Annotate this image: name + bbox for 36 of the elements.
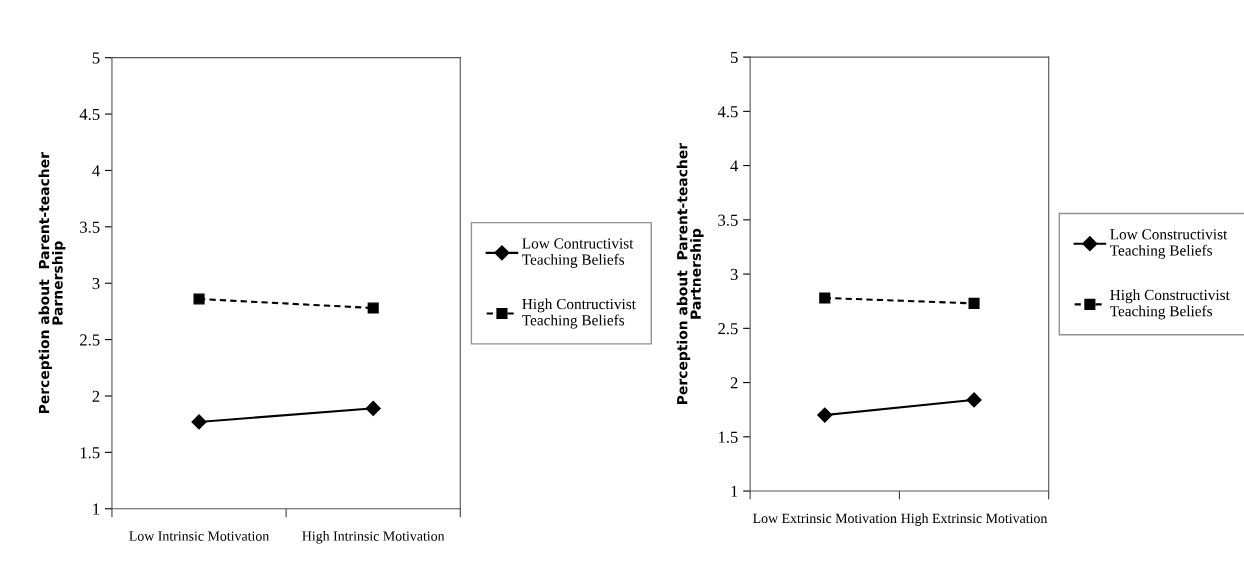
y-tick-label: 1: [731, 485, 738, 497]
point: [365, 400, 381, 416]
legend-label: High Constructivist Teaching Beliefs: [1110, 289, 1230, 320]
legend-label: Low Constructivist Teaching Beliefs: [1110, 229, 1228, 259]
point: [817, 407, 833, 423]
y-tick-label: 3.5: [718, 214, 738, 226]
point: [819, 292, 831, 304]
x-tick-label: Low Extrinsic Motivation: [753, 513, 897, 524]
y-tick-label: 2: [730, 377, 738, 389]
y-tick-label: 4: [92, 165, 100, 177]
x-tick-label: High Intrinsic Motivation: [302, 530, 445, 544]
x-tick-label: Low Intrinsic Motivation: [129, 531, 270, 541]
legend-label: Low Contructivist Teaching Beliefs: [522, 238, 634, 268]
y-tick-label: 1.5: [80, 447, 100, 459]
y-tick-label: 4.5: [79, 108, 100, 121]
y-tick-label: 3.5: [80, 221, 100, 233]
point: [367, 302, 379, 314]
y-tick-label: 3: [92, 277, 100, 290]
y-tick-label: 4: [730, 160, 739, 172]
y-tick-label: 5: [730, 51, 738, 64]
y-tick-label: 3: [730, 268, 738, 281]
y-tick-label: 1: [93, 503, 100, 515]
y-tick-label: 2.5: [80, 334, 100, 346]
point: [966, 392, 982, 408]
y-tick-label: 2.5: [718, 323, 738, 335]
legend-label: High Contructivist Teaching Beliefs: [522, 298, 636, 329]
y-tick-label: 1.5: [718, 431, 738, 443]
y-tick-label: 5: [92, 52, 100, 64]
point: [191, 414, 207, 430]
y-axis-title: Perception about Parent-teacher Parnership: [38, 152, 66, 414]
x-tick-label: High Extrinsic Motivation: [901, 513, 1048, 526]
point: [193, 293, 205, 305]
y-axis-title: Perception about Parent-teacher Partnership: [676, 142, 704, 404]
point: [968, 297, 980, 309]
y-tick-label: 2: [92, 390, 100, 402]
y-tick-label: 4.5: [717, 106, 738, 118]
